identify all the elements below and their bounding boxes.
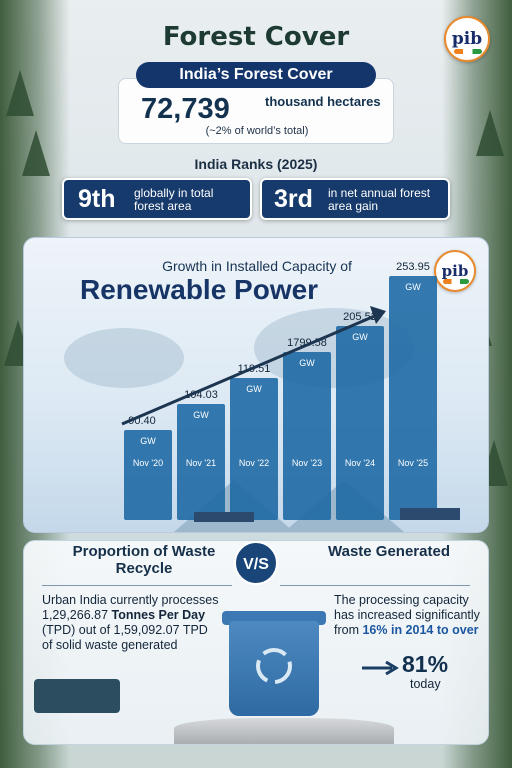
chart-bar bbox=[124, 430, 172, 520]
chart-bar bbox=[283, 352, 331, 520]
renewable-subtitle: Growth in Installed Capacity of bbox=[162, 258, 352, 274]
recycle-bin-icon bbox=[229, 621, 319, 716]
forest-cover-card: 72,739 thousand hectares (~2% of world’s… bbox=[118, 78, 394, 144]
solar-panel-decoration bbox=[400, 508, 460, 520]
forest-cover-label: India’s Forest Cover bbox=[136, 62, 376, 88]
tricolor-icon bbox=[454, 49, 482, 54]
arrow-right-icon bbox=[362, 661, 399, 675]
chart-category-label: Nov '24 bbox=[345, 458, 375, 468]
waste-recycle-text: Urban India currently processes 1,29,266… bbox=[42, 593, 220, 653]
renewable-title: Renewable Power bbox=[80, 274, 319, 305]
waste-pile-decoration bbox=[174, 718, 394, 744]
trend-arrow bbox=[121, 310, 385, 426]
rank-value: 9th bbox=[78, 185, 116, 213]
rank-card-total-area: 9th globally in total forest area bbox=[62, 178, 252, 220]
chart-unit-label: GW bbox=[405, 282, 421, 292]
ranks-title: India Ranks (2025) bbox=[194, 156, 318, 172]
rank-description: in net annual forest area gain bbox=[328, 186, 431, 213]
chart-unit-label: GW bbox=[140, 436, 156, 446]
tree-decoration bbox=[6, 70, 34, 116]
rank-description: globally in total forest area bbox=[134, 186, 214, 213]
chart-bar bbox=[389, 276, 437, 520]
processing-percentage-sub: today bbox=[410, 677, 441, 691]
page-title: Forest Cover bbox=[162, 22, 350, 52]
world-map-decoration bbox=[64, 328, 184, 388]
chart-value-label: 104.03 bbox=[184, 389, 218, 401]
chart-bar bbox=[230, 378, 278, 520]
waste-recycle-text-c: (TPD) out of 1,59,092.07 TPD of solid wa… bbox=[42, 623, 208, 652]
rank-value: 3rd bbox=[274, 185, 313, 213]
renewable-power-panel: Growth in Installed Capacity of Renewabl… bbox=[23, 237, 489, 533]
tricolor-icon bbox=[443, 279, 469, 284]
world-map-decoration bbox=[254, 308, 414, 388]
pib-logo: pib bbox=[444, 16, 490, 62]
forest-cover-note: (~2% of world’s total) bbox=[205, 125, 309, 137]
waste-recycle-text-a: Urban India currently processes 1,29,266… bbox=[42, 593, 219, 622]
chart-unit-label: GW bbox=[352, 332, 368, 342]
waste-recycle-text-b: Tonnes Per Day bbox=[111, 608, 206, 622]
tree-decoration bbox=[22, 130, 50, 176]
chart-unit-label: GW bbox=[193, 410, 209, 420]
processing-percentage: 81% bbox=[402, 651, 449, 677]
chart-unit-label: GW bbox=[246, 384, 262, 394]
chart-bar bbox=[336, 326, 384, 520]
pib-logo-text: pib bbox=[441, 262, 469, 280]
solar-panel-decoration bbox=[194, 512, 254, 522]
waste-panel: Proportion of Waste Recycle V/S Waste Ge… bbox=[23, 540, 489, 745]
waste-generated-text-a: The processing capacity has increased si… bbox=[334, 593, 480, 637]
tree-decoration bbox=[476, 110, 504, 156]
waste-recycle-heading: Proportion of Waste Recycle bbox=[72, 543, 216, 577]
chart-category-label: Nov '21 bbox=[186, 458, 216, 468]
garbage-truck-icon bbox=[34, 679, 120, 713]
trend-arrow-head bbox=[370, 306, 386, 324]
chart-unit-label: GW bbox=[299, 358, 315, 368]
waste-generated-text-b: 16% in 2014 to over bbox=[362, 623, 479, 637]
pib-logo: pib bbox=[434, 250, 476, 292]
vs-badge: V/S bbox=[234, 541, 278, 585]
waste-generated-text: The processing capacity has increased si… bbox=[334, 593, 484, 638]
forest-cover-value: 72,739 bbox=[141, 93, 230, 125]
chart-category-label: Nov '23 bbox=[292, 458, 322, 468]
chart-category-label: Nov '25 bbox=[398, 458, 428, 468]
divider bbox=[42, 585, 232, 586]
rank-card-area-gain: 3rd in net annual forest area gain bbox=[260, 178, 450, 220]
pib-logo-text: pib bbox=[451, 29, 483, 49]
forest-cover-unit: thousand hectares bbox=[265, 94, 381, 109]
chart-category-label: Nov '20 bbox=[133, 458, 163, 468]
chart-bar bbox=[177, 404, 225, 520]
divider bbox=[280, 585, 470, 586]
chart-category-label: Nov '22 bbox=[239, 458, 269, 468]
chart-value-label: 253.95 bbox=[396, 261, 430, 273]
waste-generated-heading: Waste Generated bbox=[328, 543, 450, 560]
recycle-icon bbox=[256, 648, 292, 684]
